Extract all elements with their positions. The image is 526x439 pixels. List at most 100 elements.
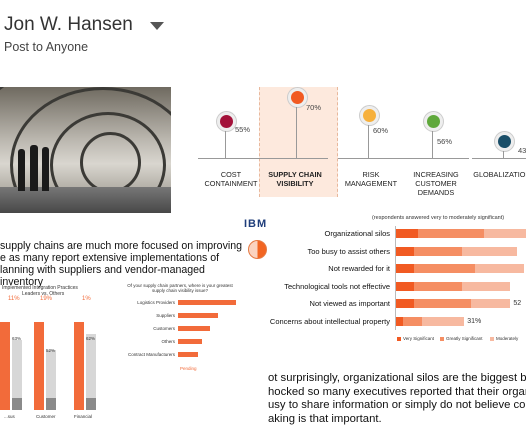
highlight-column: [259, 87, 338, 197]
metric-label-line: DEMANDS: [417, 188, 455, 197]
mini-hbar-legend: Pending: [180, 366, 197, 371]
author-name[interactable]: Jon W. Hansen: [4, 14, 133, 35]
mini-bar-label: Financial: [74, 414, 93, 419]
mini-hbar: [178, 352, 198, 357]
body-line: usy to share information or simply do no…: [268, 399, 526, 411]
infographic-panel: [0, 213, 268, 427]
mini-hbar: [178, 300, 236, 305]
chart-bar-segment: [462, 281, 511, 291]
metric-value: 55%: [235, 125, 251, 134]
mini-bar: [46, 350, 56, 410]
metric-line: [403, 158, 469, 159]
chart-value-label: 31%: [467, 317, 482, 325]
mini-hbar-question: Of your supply chain partners, where is …: [127, 283, 233, 293]
metric-dot: [495, 132, 514, 151]
mini-hbar-label: Customers: [153, 326, 175, 331]
chart-bar-segment: [470, 299, 511, 308]
photo-person: [30, 145, 38, 191]
chart-bar-segment: [413, 299, 471, 308]
metric-label-line: CONTAINMENT: [204, 179, 258, 188]
mini-hbar-label: Others: [161, 339, 175, 344]
chart-bar-segment: [396, 299, 414, 308]
body-line: ot surprisingly, organizational silos ar…: [268, 372, 526, 384]
metric-label-line: VISIBILITY: [276, 179, 314, 188]
chart-bar-segment: [475, 264, 524, 273]
headline-line: lanning with suppliers and vendor-manage…: [0, 264, 205, 288]
headline-line: supply chains are much more focused on i…: [0, 240, 243, 252]
mini-hbar-label: Suppliers: [156, 313, 175, 318]
mini-bar: [86, 398, 96, 410]
metric-line: [262, 158, 328, 159]
chart-bar-segment: [402, 316, 423, 326]
chart-category-label: Not rewarded for it: [328, 264, 390, 273]
metric-label: COST CONTAINMENT: [198, 170, 264, 188]
chart-bar-segment: [396, 281, 414, 291]
photo-ring: [80, 132, 141, 193]
metric-line: [225, 131, 226, 158]
metric-value: 43: [518, 146, 526, 155]
chart-axis: [395, 226, 396, 330]
chart-bar-segment: [413, 281, 462, 291]
chart-bar-segment: [396, 316, 403, 326]
mini-bar: [12, 398, 22, 410]
metric-value: 60%: [373, 126, 389, 135]
metric-dot: [288, 88, 307, 107]
mini-bar-value: 52%: [46, 348, 56, 353]
legend-label: Moderately: [496, 336, 519, 341]
metric-label-line: RISK: [362, 170, 380, 179]
chart-bar-segment: [422, 316, 465, 326]
metric-label: RISK MANAGEMENT: [338, 170, 404, 188]
tunnel-photo: [0, 87, 171, 215]
chart-bar-segment: [396, 246, 414, 256]
chevron-down-icon[interactable]: [150, 22, 164, 30]
metric-line: [503, 151, 504, 158]
chart-category-label: Technological tools not effective: [284, 281, 390, 291]
metric-label-line: CUSTOMER: [415, 179, 457, 188]
pie-icon: [248, 240, 267, 259]
metric-label: INCREASING CUSTOMER DEMANDS: [403, 170, 469, 197]
photo-ring: [10, 87, 171, 215]
ibm-logo: IBM: [244, 218, 268, 230]
metric-label: SUPPLY CHAIN VISIBILITY: [262, 170, 328, 188]
post-audience[interactable]: Post to Anyone: [4, 40, 89, 54]
mini-bar: [74, 322, 84, 410]
chart-value-label: 52: [513, 300, 522, 307]
left-pct: 19%: [40, 296, 53, 302]
photo-person: [42, 147, 49, 191]
mini-hbar-label: Logistics Providers: [137, 300, 175, 305]
metric-label-line: INCREASING: [413, 170, 459, 179]
metric-label-line: COST: [220, 170, 242, 179]
post-body-text: ot surprisingly, organizational silos ar…: [268, 372, 526, 426]
metric-line: [338, 158, 404, 159]
mini-hbar: [178, 326, 210, 331]
metric-label: GLOBALIZATION: [472, 170, 526, 179]
legend-label: Very Significant: [403, 336, 435, 341]
metric-line: [472, 158, 526, 159]
chart-bar-segment: [462, 246, 517, 256]
metric-line: [198, 158, 264, 159]
headline-line: e as many report extensive implementatio…: [0, 252, 220, 264]
photo-ring: [50, 112, 166, 215]
mini-bar-label: Customer: [36, 414, 56, 419]
mini-bar-value: 63%: [12, 336, 22, 341]
mini-hbar: [178, 313, 218, 318]
chart-bar-segment: [396, 264, 414, 273]
left-chart-title: Implemented Integration Practices: [2, 285, 78, 291]
metric-value: 70%: [306, 103, 322, 112]
chart-title: (respondents answered very to moderately…: [372, 215, 505, 221]
legend-label: Greatly Significant: [446, 336, 483, 341]
chart-category-label: Too busy to assist others: [307, 246, 390, 256]
metric-label-line: MANAGEMENT: [344, 179, 398, 188]
left-pct: 11%: [8, 296, 20, 302]
metric-label-line: SUPPLY CHAIN: [268, 170, 322, 179]
chart-category-label: Concerns about intellectual property: [269, 316, 390, 326]
chart-bar-segment: [484, 229, 526, 238]
legend-swatch: [397, 337, 401, 341]
chart-bar-segment: [418, 229, 484, 238]
metric-label-line: GLOBALIZATION: [473, 170, 526, 179]
metric-line: [296, 107, 297, 158]
chart-bar-segment: [413, 246, 462, 256]
chart-category-label: Not viewed as important: [309, 299, 390, 308]
metric-dot: [217, 112, 236, 131]
mini-bar: [12, 340, 22, 410]
